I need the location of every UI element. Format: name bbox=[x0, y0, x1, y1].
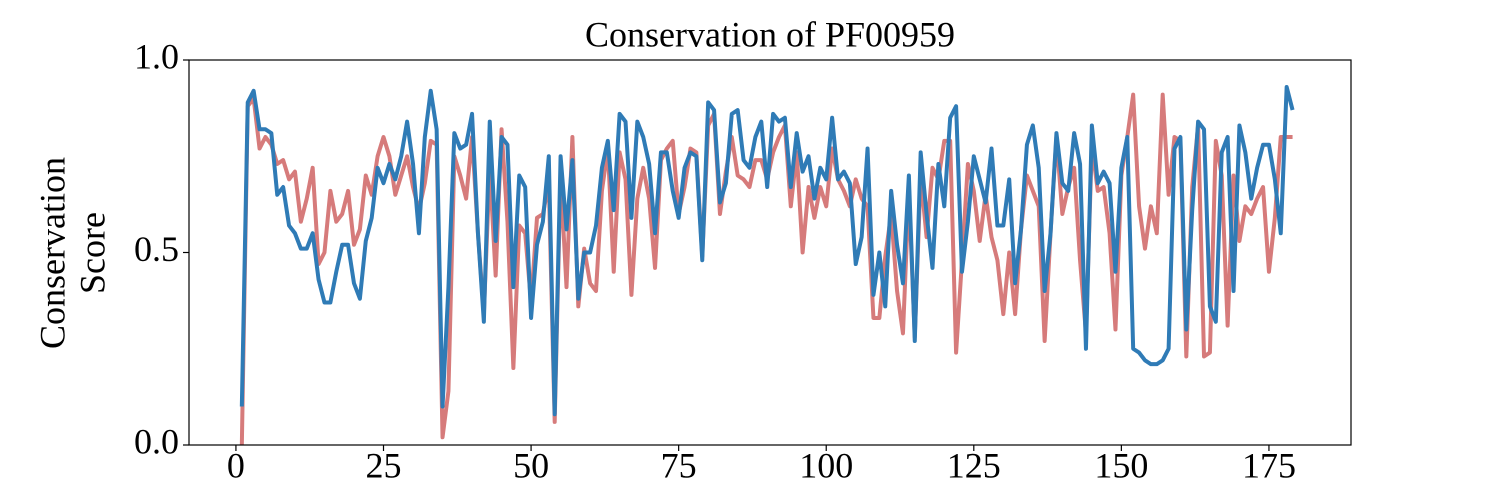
x-tick-label: 50 bbox=[513, 445, 549, 485]
x-tick-label: 0 bbox=[227, 445, 245, 485]
x-tick-label: 25 bbox=[366, 445, 402, 485]
x-tick-label: 100 bbox=[799, 445, 853, 485]
y-axis-label-line: Score bbox=[72, 212, 112, 294]
y-axis-label: Conservation Score bbox=[32, 157, 112, 349]
x-tick-label: 150 bbox=[1094, 445, 1148, 485]
x-tick-label: 175 bbox=[1242, 445, 1296, 485]
chart-title: Conservation of PF00959 bbox=[585, 14, 955, 54]
y-tick-label: 0.0 bbox=[134, 421, 179, 461]
data-line bbox=[239, 84, 1295, 417]
x-tick-label: 125 bbox=[947, 445, 1001, 485]
y-tick-label: 0.5 bbox=[134, 229, 179, 269]
y-tick-label: 1.0 bbox=[134, 36, 179, 76]
x-tick-label: 75 bbox=[661, 445, 697, 485]
y-axis-label-line: Conservation bbox=[32, 157, 72, 349]
